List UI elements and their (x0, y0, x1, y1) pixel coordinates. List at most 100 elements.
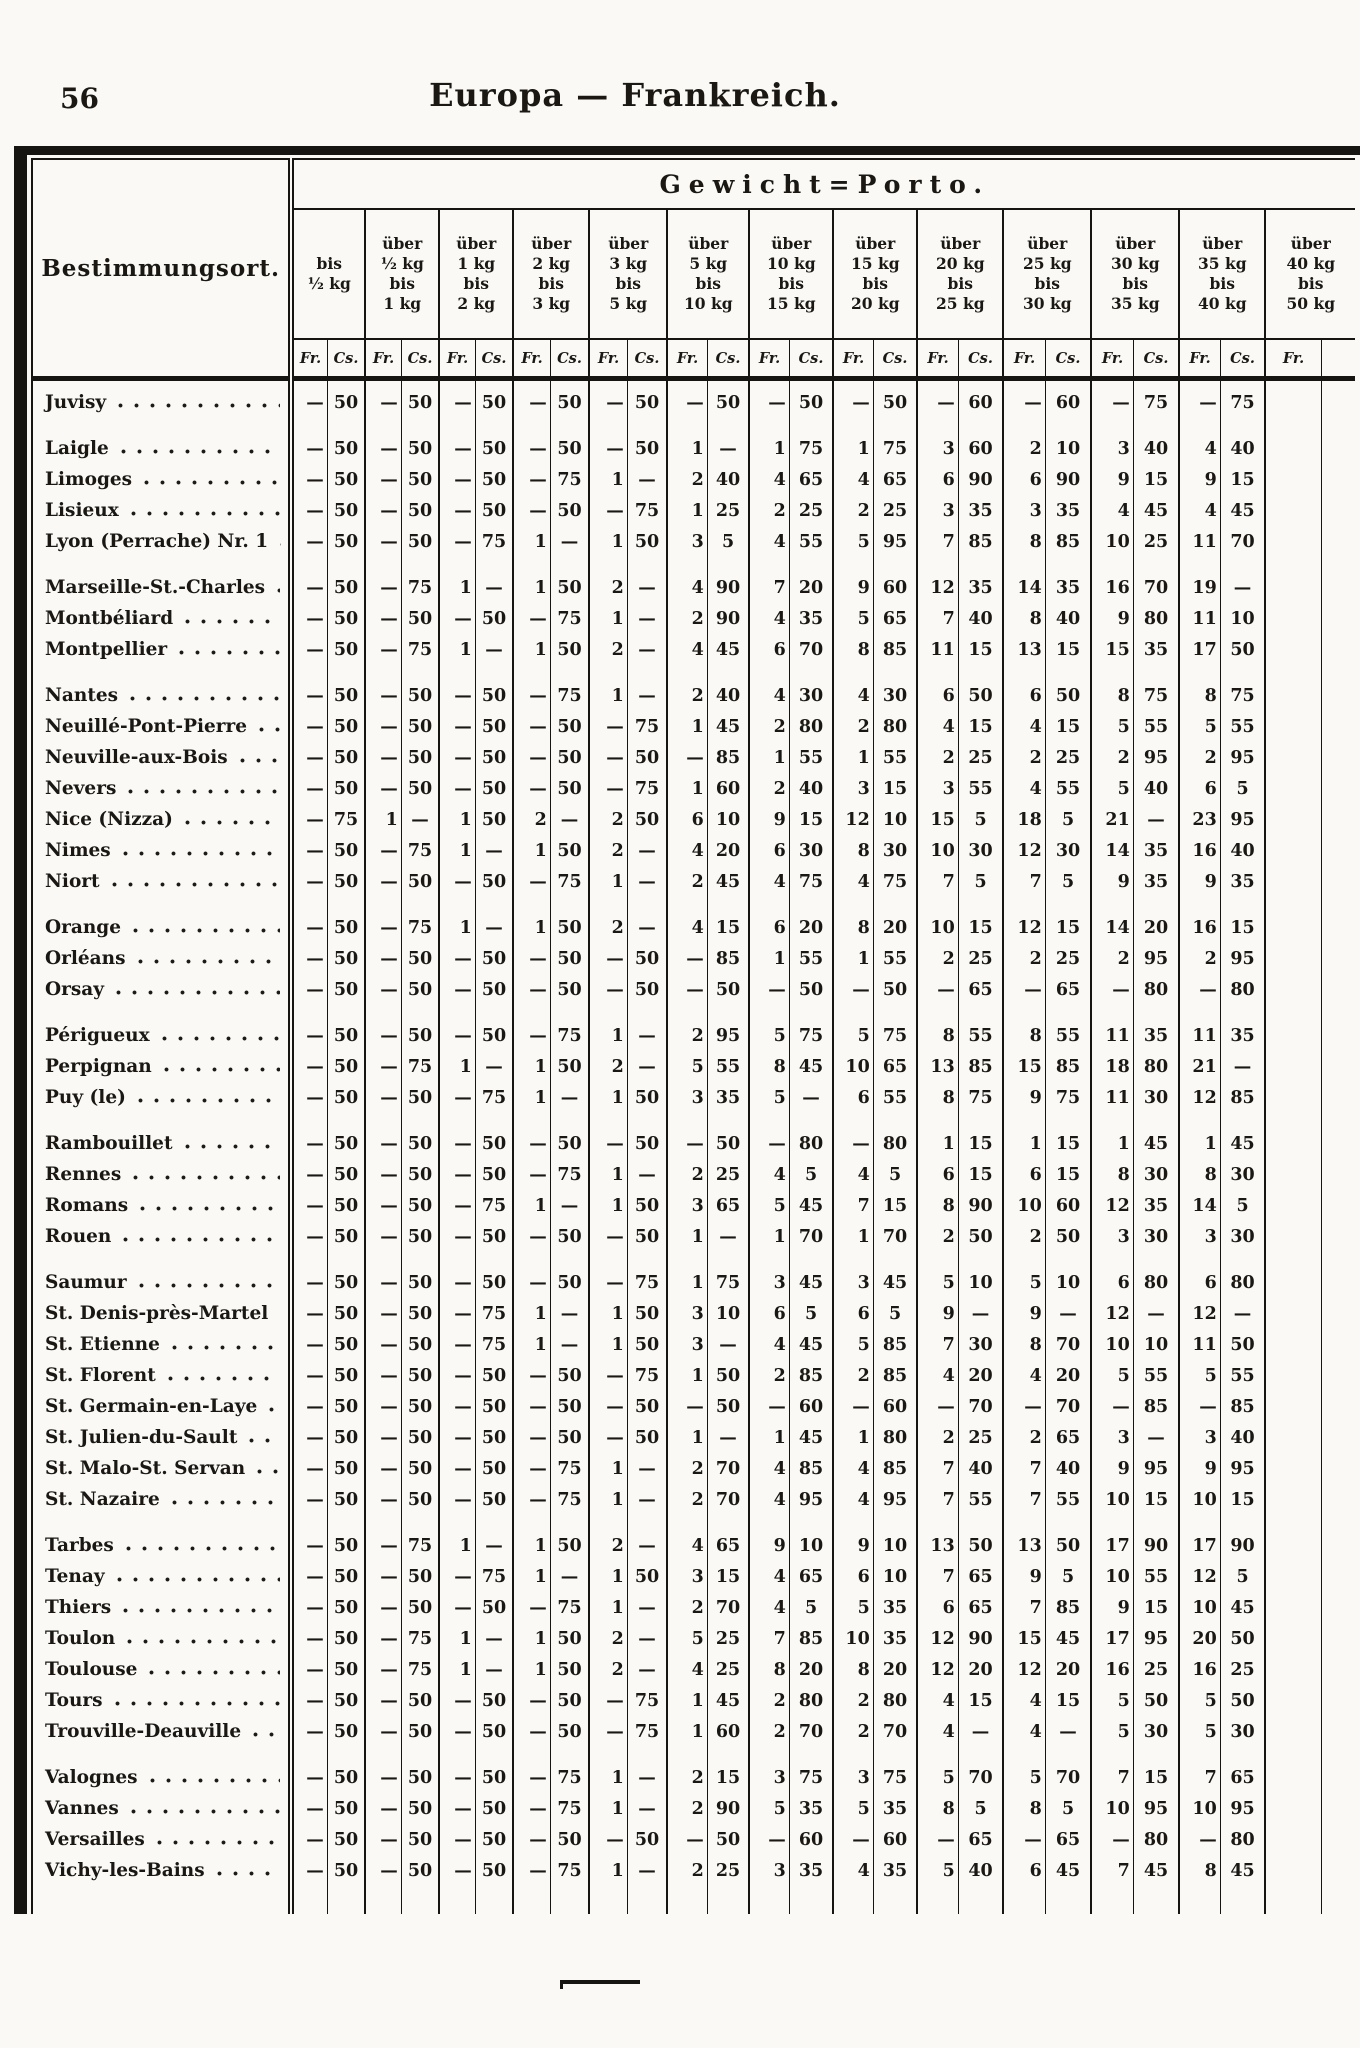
destination-cell: Lyon (Perrache) Nr. 1 (32, 526, 295, 557)
fare-fr-cell: 2 (748, 773, 790, 804)
fare-cs-cell: 30 (788, 835, 834, 866)
fare-fr-cell: 1 (588, 1159, 628, 1190)
fare-cs-cell: 70 (1219, 526, 1266, 557)
fare-cs-cell: 55 (872, 742, 918, 773)
fare-cs-cell: 5 (788, 1159, 834, 1190)
weight-col-header-line: über (1027, 233, 1068, 253)
destination-cell: Nimes (32, 835, 295, 866)
fare-cs-cell: 50 (400, 1113, 440, 1159)
fare-fr-cell: — (438, 1159, 476, 1190)
fare-fr-cell: 4 (748, 1592, 790, 1623)
fare-cs-cell: 75 (1044, 1082, 1092, 1113)
fare-fr-cell: 3 (748, 1747, 790, 1793)
fare-fr-cell: 10 (1178, 1793, 1221, 1824)
fare-cs-cell (1320, 418, 1356, 464)
fare-cs-cell: 50 (326, 495, 366, 526)
fare-cs-cell: — (626, 1793, 668, 1824)
weight-col-header-line: 1 kg (383, 294, 422, 314)
fare-fr-cell: — (364, 603, 402, 634)
fare-cs-cell: 15 (872, 1190, 918, 1221)
fare-fr-cell: 7 (1002, 1453, 1046, 1484)
fare-cs-cell: 75 (1132, 378, 1180, 418)
fare-cs-cell: — (626, 1159, 668, 1190)
unit-label-cs: Cs. (1132, 339, 1180, 381)
fare-cs-cell: 50 (400, 1221, 440, 1252)
fare-cs-cell: 15 (1044, 711, 1092, 742)
fare-cs-cell: 75 (549, 1159, 590, 1190)
fare-fr-cell: 2 (1090, 943, 1134, 974)
fare-fr-cell: — (438, 1484, 476, 1515)
fare-fr-cell: — (916, 378, 959, 418)
fare-cs-cell: 50 (400, 378, 440, 418)
fare-cs-cell: 95 (1132, 1453, 1180, 1484)
fare-cs-cell: 20 (1132, 897, 1180, 943)
fare-cs-cell: 50 (326, 866, 366, 897)
fare-cs-cell: 95 (1219, 1453, 1266, 1484)
fare-fr-cell: 11 (1090, 1082, 1134, 1113)
table-row: St. Nazaire —50—50—50—75 1—2 70 4 95 4 95 7 55 7 55… (32, 1484, 1356, 1515)
fare-fr-cell: — (588, 943, 628, 974)
table-row: Trouville-Deauville —50—50—50—50—75 1 60 2 70… (32, 1716, 1356, 1747)
fare-cs-cell: 50 (788, 974, 834, 1005)
dot-leader (125, 1546, 281, 1551)
fare-cs-cell (1320, 1221, 1356, 1252)
dot-leader (138, 1283, 281, 1288)
fare-fr-cell: 6 (1002, 1855, 1046, 1914)
table-row: Nimes —50—75 1—1 50 2—4 20 6 30 8 30 10 30 12 30 14 35 1… (32, 835, 1356, 866)
fare-cs-cell: 80 (872, 1685, 918, 1716)
fare-fr-cell: 2 (666, 1793, 708, 1824)
fare-cs-cell: 75 (626, 1360, 668, 1391)
fare-fr-cell: — (364, 1221, 402, 1252)
fare-fr-cell (1264, 1793, 1322, 1824)
dot-leader (118, 403, 281, 408)
fare-cs-cell: 80 (1219, 974, 1266, 1005)
fare-cs-cell: 75 (549, 866, 590, 897)
fare-fr-cell: — (306, 1427, 324, 1448)
fare-fr-cell: 7 (1090, 1747, 1134, 1793)
fare-cs-cell: 50 (326, 1747, 366, 1793)
fare-fr-cell: 1 (666, 1685, 708, 1716)
fare-cs-cell (1320, 1391, 1356, 1422)
fare-fr-cell: — (364, 835, 402, 866)
fare-cs-cell: 45 (788, 1329, 834, 1360)
fare-fr-cell: 8 (832, 897, 874, 943)
fare-cs-cell: 50 (549, 634, 590, 665)
fare-fr-cell: — (588, 1113, 628, 1159)
table-row: Toulon —50—75 1—1 50 2—5 25 7 85 10 35 12 90 15 45 17 9… (32, 1623, 1356, 1654)
destination-cell: Puy (le) (32, 1082, 295, 1113)
fare-cs-cell: — (626, 634, 668, 665)
weight-col-header-line: 2 kg (457, 294, 496, 314)
fare-cs-cell: 85 (872, 1453, 918, 1484)
table-row: St. Julien-du-Sault —50—50—50—50—50 1—1 45 1… (32, 1422, 1356, 1453)
fare-fr-cell: 4 (1090, 495, 1134, 526)
fare-fr-cell: — (438, 1685, 476, 1716)
fare-fr-cell: — (364, 1453, 402, 1484)
destination-cell: Vichy-les-Bains (32, 1855, 295, 1914)
fare-fr-cell: — (916, 1824, 959, 1855)
fare-fr-cell (1264, 1685, 1322, 1716)
fare-cs-cell: — (626, 1592, 668, 1623)
fare-cs-cell: 60 (1044, 1190, 1092, 1221)
fare-cs-cell: 70 (706, 1592, 750, 1623)
fare-fr-cell: — (438, 1005, 476, 1051)
fare-cs-cell: 20 (788, 897, 834, 943)
destination-cell: Rouen (32, 1221, 295, 1252)
destination-cell: St. Denis-près-Martel (32, 1298, 295, 1329)
fare-fr-cell: — (512, 1422, 551, 1453)
fare-fr-cell: 2 (1002, 1422, 1046, 1453)
fare-fr-cell: 1 (512, 897, 551, 943)
fare-cs-cell: 50 (549, 943, 590, 974)
fare-fr-cell: 1 (512, 526, 551, 557)
fare-cs-cell: — (474, 1654, 514, 1685)
fare-cs-cell: — (1132, 1422, 1180, 1453)
fare-fr-cell: — (364, 1298, 402, 1329)
fare-cs-cell: 30 (1132, 1716, 1180, 1747)
fare-fr-cell (1264, 1005, 1322, 1051)
fare-cs-cell: 50 (549, 1716, 590, 1747)
fare-fr-cell: 7 (1090, 1855, 1134, 1914)
fare-cs-cell: 75 (626, 711, 668, 742)
fare-fr-cell: 12 (1002, 1654, 1046, 1685)
table-row: Saumur —50—50—50—50—75 1 75 3 45 3 45 5 10 5 10 6 80 6… (32, 1252, 1356, 1298)
fare-fr-cell: 1 (748, 1422, 790, 1453)
fare-cs-cell: 50 (326, 1685, 366, 1716)
